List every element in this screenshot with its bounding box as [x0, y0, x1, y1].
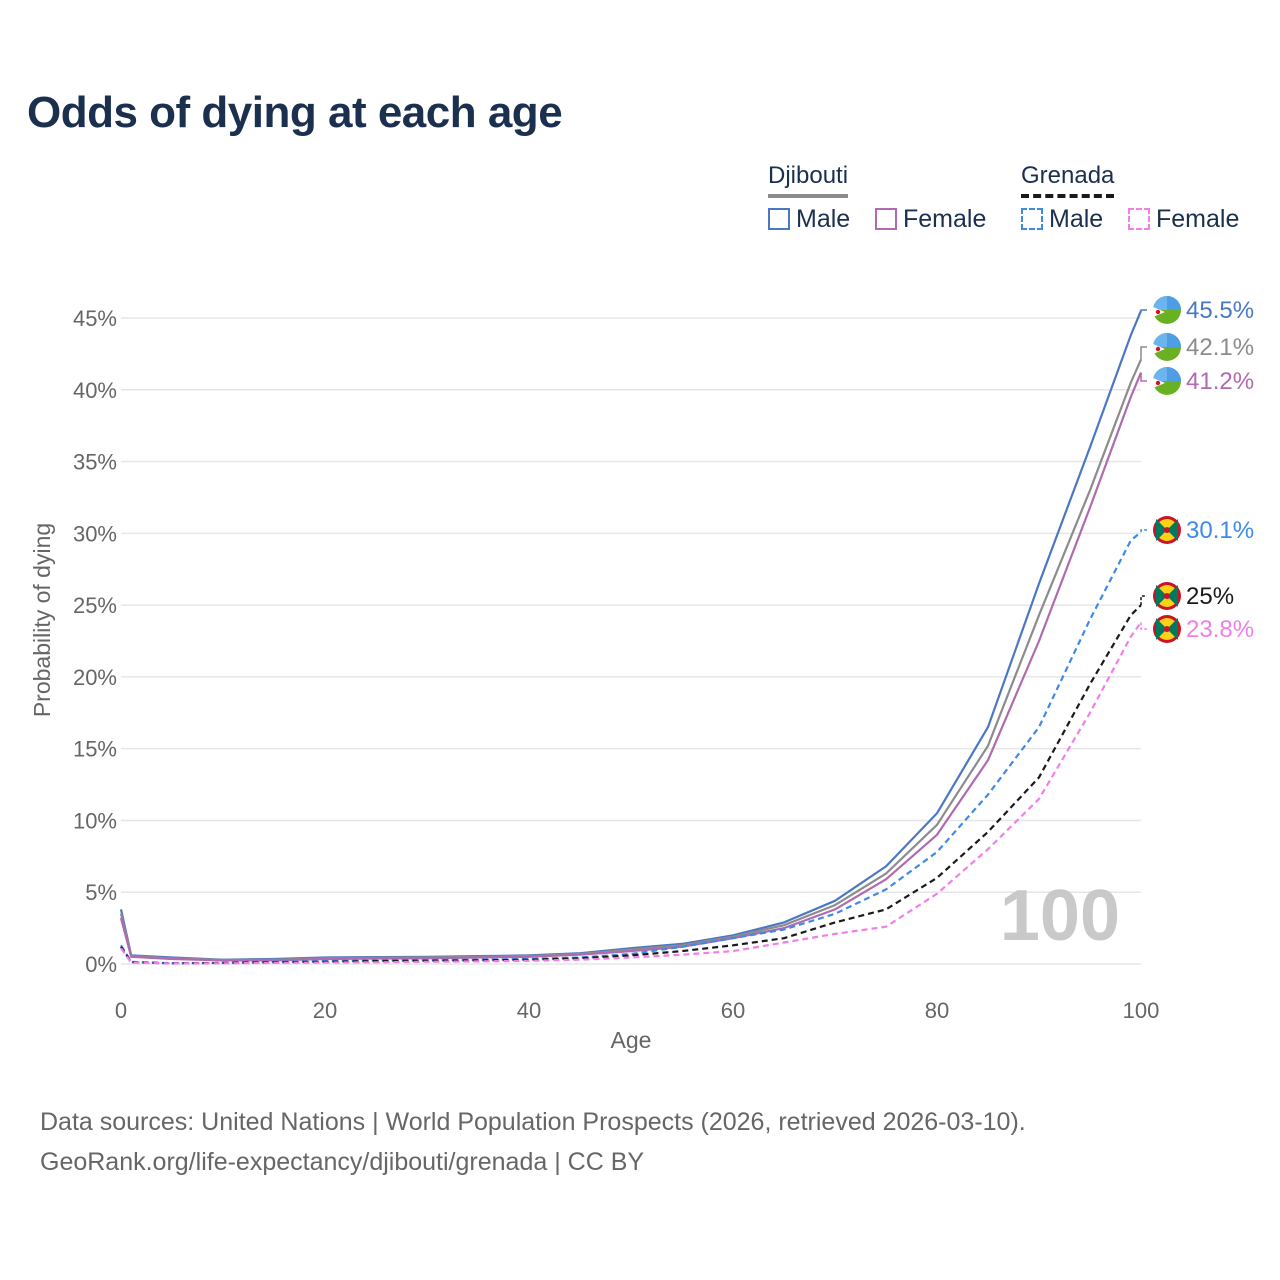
series-end-label: 25%: [1186, 583, 1234, 610]
series-end-label: 23.8%: [1186, 616, 1254, 643]
djibouti-flag-icon: [1153, 367, 1181, 395]
legend-item-grenada-female[interactable]: Female: [1128, 204, 1239, 234]
x-axis-ticks: 0 20 40 60 80 100: [115, 998, 1159, 1023]
legend-item-grenada-male[interactable]: Male: [1021, 204, 1103, 234]
y-tick-label: 15%: [73, 737, 117, 762]
legend-country-label: Djibouti: [768, 162, 849, 189]
y-tick-label: 40%: [73, 378, 117, 403]
legend-item-djibouti-female[interactable]: Female: [875, 204, 986, 234]
x-tick-label: 100: [1123, 998, 1160, 1023]
legend-swatch-icon: [1128, 208, 1150, 230]
label-connector: [1140, 346, 1147, 360]
series-line-djibouti-both[interactable]: [119, 359, 1143, 962]
label-connector: [1140, 372, 1147, 382]
label-connector: [1140, 622, 1147, 630]
y-tick-label: 45%: [73, 306, 117, 331]
legend-country-grenada: Grenada: [1021, 162, 1115, 198]
legend-item-djibouti-male[interactable]: Male: [768, 204, 850, 234]
series-end-label: 45.5%: [1186, 297, 1254, 324]
y-axis-ticks: 0% 5% 10% 15% 20% 25% 30% 35% 40% 45%: [73, 306, 117, 977]
series-line-djibouti-male[interactable]: [119, 310, 1143, 961]
x-tick-label: 40: [517, 998, 541, 1023]
y-tick-label: 5%: [85, 880, 117, 905]
x-tick-label: 80: [925, 998, 949, 1023]
legend-swatch-icon: [768, 208, 790, 230]
y-tick-label: 0%: [85, 952, 117, 977]
series-end-label: 42.1%: [1186, 334, 1254, 361]
legend-swatch-icon: [875, 208, 897, 230]
grenada-flag-icon: [1153, 615, 1181, 643]
legend-country-label: Grenada: [1021, 162, 1115, 189]
x-tick-label: 60: [721, 998, 745, 1023]
series-line-grenada-both[interactable]: [120, 604, 1142, 965]
series-end-labels: 45.5% 42.1% 41.2% 30.1% 25% 23.8%: [1140, 296, 1254, 643]
x-tick-label: 20: [313, 998, 337, 1023]
series-lines: [119, 310, 1143, 965]
legend-item-label: Male: [1049, 204, 1104, 233]
label-connector: [1140, 595, 1147, 606]
y-tick-label: 25%: [73, 593, 117, 618]
y-tick-label: 10%: [73, 808, 117, 833]
legend-country-djibouti: Djibouti: [768, 162, 849, 198]
series-end-label: 30.1%: [1186, 517, 1254, 544]
page-title: Odds of dying at each age: [27, 88, 563, 137]
x-axis-label: Age: [611, 1027, 652, 1053]
y-tick-label: 20%: [73, 665, 117, 690]
series-end-label: 41.2%: [1186, 368, 1254, 395]
footer-sources: Data sources: United Nations | World Pop…: [40, 1108, 1026, 1136]
grenada-flag-icon: [1153, 516, 1181, 544]
year-watermark: 100: [1000, 876, 1120, 956]
y-axis-label: Probability of dying: [29, 523, 55, 717]
legend-swatch-icon: [1021, 208, 1043, 230]
chart-grid: [121, 317, 1141, 965]
label-connector: [1140, 529, 1147, 532]
legend-item-label: Male: [796, 204, 851, 233]
footer-attribution[interactable]: GeoRank.org/life-expectancy/djibouti/gre…: [40, 1148, 645, 1176]
grenada-flag-icon: [1153, 582, 1181, 610]
legend-item-label: Female: [1156, 204, 1240, 233]
djibouti-flag-icon: [1153, 333, 1181, 361]
legend-item-label: Female: [903, 204, 987, 233]
series-line-grenada-female[interactable]: [120, 621, 1142, 965]
y-tick-label: 35%: [73, 450, 117, 475]
series-line-djibouti-female[interactable]: [119, 372, 1143, 962]
label-connector: [1140, 309, 1147, 311]
x-tick-label: 0: [115, 998, 127, 1023]
y-tick-label: 30%: [73, 521, 117, 546]
legend-underline-dashed: [1021, 194, 1115, 198]
djibouti-flag-icon: [1153, 296, 1181, 324]
legend-underline-solid: [768, 194, 849, 198]
